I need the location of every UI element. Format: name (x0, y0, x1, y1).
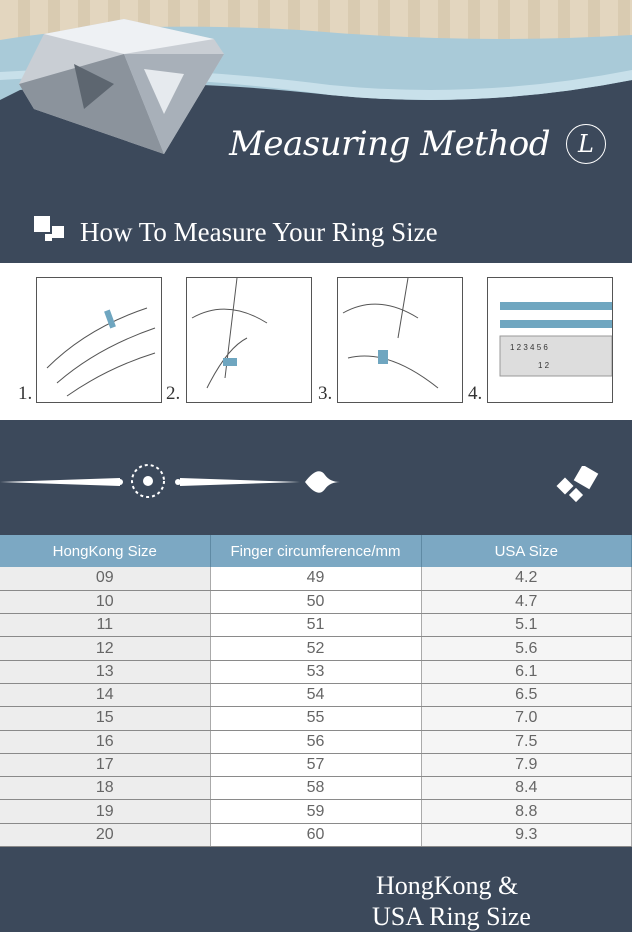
table-cell: 10 (0, 590, 211, 615)
ring-size-table: HongKong Size Finger circumference/mm US… (0, 535, 632, 848)
table-cell: 53 (210, 660, 422, 684)
table-cell: 13 (0, 660, 211, 684)
table-cell: 54 (210, 683, 422, 708)
squares-icon-part (45, 234, 52, 241)
table-cell: 17 (0, 753, 211, 778)
table-row: 20 60 9.3 (0, 823, 632, 848)
table-cell: 8.8 (421, 799, 632, 824)
table-cell: 8.4 (421, 776, 632, 801)
table-cell: 49 (210, 567, 422, 591)
table-row: 18 58 8.4 (0, 776, 632, 801)
table-cell: 5.1 (421, 613, 632, 638)
step-2-illustration (186, 277, 312, 403)
table-cell: 55 (210, 706, 422, 731)
table-row: 10 50 4.7 (0, 590, 632, 615)
table-cell: 15 (0, 706, 211, 731)
table-cell: 6.5 (421, 683, 632, 708)
snowflake-divider (0, 464, 340, 498)
title-line: USA Ring Size (372, 902, 531, 931)
table-row: 12 52 5.6 (0, 636, 632, 661)
table-cell: 20 (0, 823, 211, 848)
table-cell: 7.9 (421, 753, 632, 778)
table-row: 11 51 5.1 (0, 613, 632, 638)
table-row: 09 49 4.2 (0, 567, 632, 591)
step-number: 3. (318, 383, 333, 404)
svg-text:1 2 3 4 5 6: 1 2 3 4 5 6 (510, 343, 548, 352)
step-number: 2. (166, 383, 181, 404)
table-cell: 7.0 (421, 706, 632, 731)
table-cell: 59 (210, 799, 422, 824)
table-cell: 4.7 (421, 590, 632, 615)
logo-icon: L (566, 124, 606, 164)
measuring-steps: 1. 2. 3. 4. 1 2 3 4 5 6 1 2 (0, 263, 632, 420)
table-cell: 09 (0, 567, 211, 591)
table-cell: 52 (210, 636, 422, 661)
page-title: Measuring Method (229, 124, 550, 164)
step-number: 1. (18, 383, 33, 404)
step-3-illustration (337, 277, 463, 403)
table-cell: 51 (210, 613, 422, 638)
table-cell: 5.6 (421, 636, 632, 661)
column-header: USA Size (421, 535, 632, 567)
table-cell: 6.1 (421, 660, 632, 684)
table-cell: 57 (210, 753, 422, 778)
table-cell: 56 (210, 730, 422, 754)
table-row: 15 55 7.0 (0, 706, 632, 731)
diamond-image (19, 19, 224, 154)
table-cell: 50 (210, 590, 422, 615)
table-cell: 60 (210, 823, 422, 848)
step-1-illustration (36, 277, 162, 403)
table-row: 13 53 6.1 (0, 660, 632, 684)
step-4-illustration: 1 2 3 4 5 6 1 2 (487, 277, 613, 403)
table-cell: 7.5 (421, 730, 632, 754)
table-cell: 9.3 (421, 823, 632, 848)
svg-text:1 2: 1 2 (538, 361, 550, 370)
table-row: 17 57 7.9 (0, 753, 632, 778)
diamonds-icon (556, 466, 599, 503)
header-banner: Measuring Method L How To Measure Your R… (0, 0, 632, 263)
column-header: HongKong Size (0, 535, 211, 567)
size-section-title: HongKong & USA Ring Size (372, 870, 531, 932)
table-row: 19 59 8.8 (0, 799, 632, 824)
table-row: 14 54 6.5 (0, 683, 632, 708)
squares-icon-part (52, 226, 64, 238)
squares-icon (34, 216, 50, 232)
title-line: HongKong & (376, 871, 519, 900)
table-cell: 12 (0, 636, 211, 661)
section-subtitle: How To Measure Your Ring Size (80, 217, 438, 247)
table-cell: 16 (0, 730, 211, 754)
table-cell: 11 (0, 613, 211, 638)
table-cell: 18 (0, 776, 211, 801)
table-cell: 58 (210, 776, 422, 801)
table-cell: 19 (0, 799, 211, 824)
table-row: 16 56 7.5 (0, 730, 632, 754)
size-section-header: HongKong & USA Ring Size (0, 420, 632, 931)
table-cell: 14 (0, 683, 211, 708)
table-cell: 4.2 (421, 567, 632, 591)
column-header: Finger circumference/mm (210, 535, 422, 567)
step-number: 4. (468, 383, 483, 404)
